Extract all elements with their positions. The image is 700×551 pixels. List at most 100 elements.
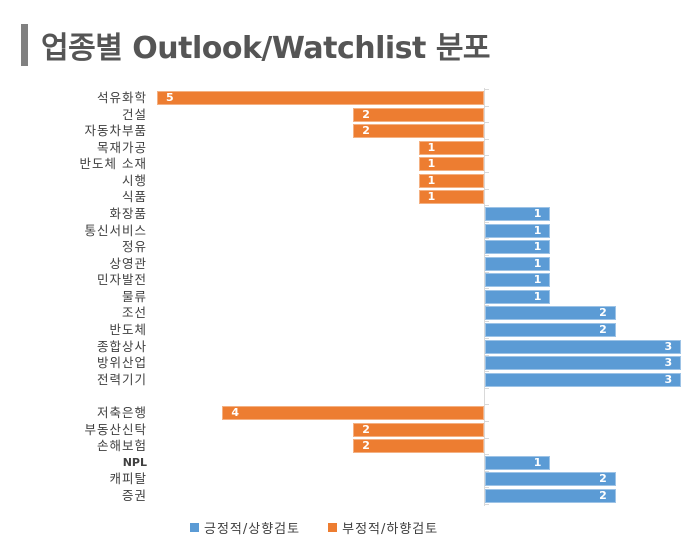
data-label: 3 xyxy=(664,373,673,386)
bar-negative: 1 xyxy=(418,174,484,188)
data-label: 1 xyxy=(427,190,436,203)
axis-tick xyxy=(484,487,489,489)
category-label: 정유 xyxy=(121,239,147,254)
bar-negative: 1 xyxy=(418,141,484,155)
legend-label: 긍정적/상향검토 xyxy=(204,522,301,537)
bar-positive: 2 xyxy=(485,489,616,503)
data-label: 1 xyxy=(533,257,542,270)
category-label: 상영관 xyxy=(109,256,147,271)
category-label: 통신서비스 xyxy=(84,223,147,238)
data-label: 1 xyxy=(533,224,542,237)
legend-swatch-positive xyxy=(190,523,199,532)
axis-tick xyxy=(484,437,489,439)
data-label: 5 xyxy=(166,91,174,104)
legend-item-negative: 부정적/하향검토 xyxy=(328,518,438,537)
axis-tick xyxy=(484,221,489,223)
axis-tick xyxy=(484,371,489,373)
category-label: 석유화학 xyxy=(96,90,147,105)
legend-item-positive: 긍정적/상향검토 xyxy=(190,518,300,537)
axis-tick xyxy=(484,404,489,406)
category-label: 물류 xyxy=(121,289,147,304)
zero-axis-line xyxy=(484,88,485,506)
axis-tick xyxy=(484,304,489,306)
axis-tick xyxy=(484,255,489,256)
category-label: 종합상사 xyxy=(96,339,147,354)
data-label: 1 xyxy=(427,174,436,187)
axis-tick xyxy=(484,238,489,240)
category-label: 캐피탈 xyxy=(109,471,147,486)
category-label: 조선 xyxy=(121,305,147,320)
axis-tick xyxy=(484,387,489,389)
category-label: 손해보험 xyxy=(96,438,147,453)
axis-tick xyxy=(484,205,489,207)
axis-tick xyxy=(484,155,489,157)
bar-positive: 1 xyxy=(485,207,551,221)
category-label: 증권 xyxy=(121,488,147,503)
axis-tick xyxy=(484,138,489,140)
axis-tick xyxy=(484,122,489,124)
category-label: 반도체 xyxy=(109,322,147,337)
axis-tick xyxy=(484,188,489,190)
data-label: 2 xyxy=(599,323,607,336)
data-label: 2 xyxy=(599,306,607,319)
data-label: 2 xyxy=(362,423,370,436)
title-accent-bar xyxy=(21,24,28,66)
axis-tick xyxy=(484,338,489,339)
data-label: 2 xyxy=(362,108,370,121)
page-title: 업종별 Outlook/Watchlist 분포 xyxy=(41,31,491,66)
bar-negative: 2 xyxy=(353,108,484,122)
bar-negative: 2 xyxy=(353,124,484,138)
bar-negative: 2 xyxy=(353,439,484,453)
legend-label: 부정적/하향검토 xyxy=(342,522,439,537)
axis-tick xyxy=(484,421,489,422)
axis-tick xyxy=(484,89,489,90)
category-label: 시행 xyxy=(121,173,147,188)
bar-positive: 3 xyxy=(485,340,682,354)
data-label: 2 xyxy=(599,472,607,485)
bar-negative: 4 xyxy=(222,406,484,420)
axis-tick xyxy=(484,504,489,505)
data-label: 2 xyxy=(362,124,370,137)
bar-negative: 1 xyxy=(418,157,484,171)
bar-positive: 1 xyxy=(485,240,551,254)
bar-positive: 2 xyxy=(485,306,616,320)
axis-tick xyxy=(484,321,489,323)
category-label: 식품 xyxy=(121,189,147,204)
data-label: 2 xyxy=(599,489,607,502)
data-label: 1 xyxy=(427,141,436,154)
bar-positive: 1 xyxy=(485,224,551,238)
data-label: 2 xyxy=(362,439,370,452)
axis-tick xyxy=(484,105,489,107)
bar-negative: 1 xyxy=(418,190,484,204)
axis-tick xyxy=(484,271,489,273)
axis-tick xyxy=(484,470,489,472)
data-label: 3 xyxy=(664,340,673,353)
chart-legend: 긍정적/상향검토 부정적/하향검토 xyxy=(190,518,466,537)
bar-positive: 1 xyxy=(485,273,551,287)
data-label: 1 xyxy=(533,290,542,303)
data-label: 3 xyxy=(664,356,673,369)
data-label: 1 xyxy=(533,240,542,253)
bar-positive: 2 xyxy=(485,472,616,486)
title-block: 업종별 Outlook/Watchlist 분포 xyxy=(21,24,491,66)
category-label: 건설 xyxy=(121,107,147,122)
category-label: 화장품 xyxy=(109,206,147,221)
data-label: 4 xyxy=(231,406,240,419)
bar-positive: 3 xyxy=(485,356,682,370)
category-label: 민자발전 xyxy=(96,272,147,287)
legend-swatch-negative xyxy=(328,523,338,532)
bar-positive: 2 xyxy=(485,323,616,337)
category-label: 방위산업 xyxy=(96,355,147,370)
bar-negative: 2 xyxy=(353,423,484,437)
bar-positive: 1 xyxy=(485,456,551,470)
bar-negative: 5 xyxy=(157,91,484,105)
category-label: 목재가공 xyxy=(96,140,147,155)
axis-tick xyxy=(484,288,489,290)
category-label: 부동산신탁 xyxy=(84,422,147,437)
category-label: 반도체 소재 xyxy=(79,156,147,171)
category-label: 자동차부품 xyxy=(84,123,147,138)
category-label: 전력기기 xyxy=(96,372,147,387)
data-label: 1 xyxy=(427,157,436,170)
bar-positive: 1 xyxy=(485,290,551,304)
